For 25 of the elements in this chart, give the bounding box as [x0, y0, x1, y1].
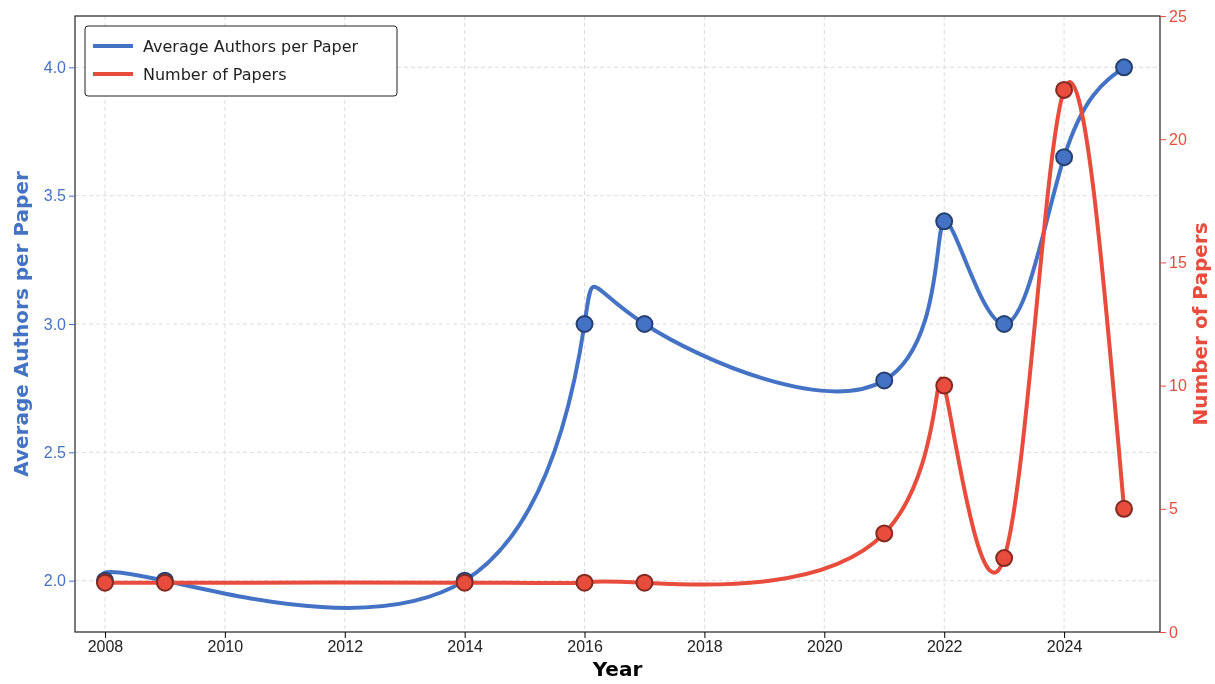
y2-tick-label: 20 [1169, 130, 1187, 148]
x-tick-label: 2014 [447, 638, 484, 656]
y2-tick-label: 25 [1169, 7, 1187, 25]
x-tick-label: 2016 [567, 638, 603, 656]
y-tick-label: 2.0 [43, 572, 67, 590]
y-tick-label: 3.0 [43, 315, 67, 333]
x-tick-label: 2012 [327, 638, 364, 656]
y-tick-label: 3.5 [43, 187, 67, 205]
y2-axis-title: Number of Papers [1188, 222, 1212, 426]
x-tick-label: 2008 [87, 638, 124, 656]
x-axis-title: Year [591, 657, 643, 681]
x-tick-label: 2018 [687, 638, 723, 656]
y-tick-label: 4.0 [43, 58, 67, 76]
y-tick-label: 2.5 [43, 443, 67, 461]
y2-tick-label: 0 [1169, 623, 1178, 641]
y2-tick-label: 15 [1169, 254, 1187, 272]
legend-label: Number of Papers [143, 65, 287, 84]
legend-label: Average Authors per Paper [143, 37, 359, 56]
x-tick-label: 2022 [926, 638, 963, 656]
y2-tick-label: 10 [1169, 377, 1187, 395]
x-tick-label: 2010 [207, 638, 244, 656]
y-axis-title: Average Authors per Paper [9, 171, 33, 477]
y2-tick-label: 5 [1169, 500, 1178, 518]
x-tick-label: 2024 [1046, 638, 1083, 656]
x-tick-label: 2020 [807, 638, 843, 656]
